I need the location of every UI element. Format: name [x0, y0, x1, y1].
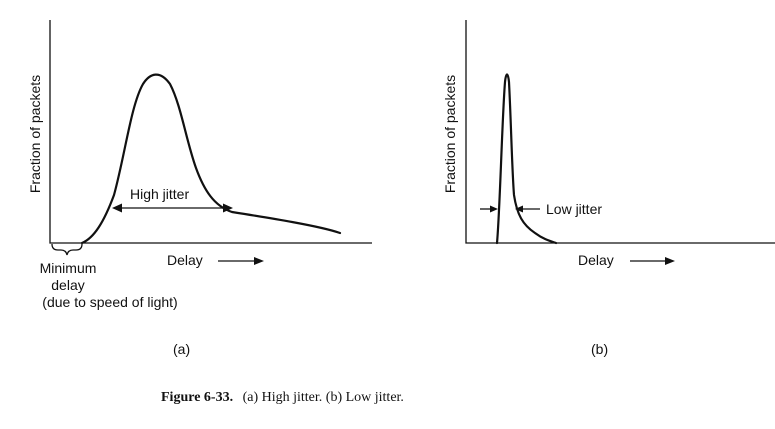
- minimum-delay-brace: [51, 243, 83, 256]
- panel-b-low-jitter-curve: [495, 73, 558, 245]
- panel-b-caption: (b): [591, 341, 608, 357]
- high-jitter-label: High jitter: [130, 186, 189, 202]
- panel-a-axes: [49, 20, 372, 244]
- minimum-delay-label-line3: (due to speed of light): [42, 294, 177, 310]
- panel-b-axes: [465, 20, 775, 244]
- minimum-delay-label-line1: Minimum: [40, 260, 97, 276]
- panel-a: Fraction of packets High jitter Minimum …: [27, 20, 372, 357]
- high-jitter-double-arrow: [112, 203, 233, 213]
- panel-a-x-axis-label: Delay: [167, 252, 203, 268]
- panel-a-y-axis-label: Fraction of packets: [27, 75, 43, 193]
- panel-a-caption: (a): [173, 341, 190, 357]
- minimum-delay-label-line2: delay: [51, 277, 84, 293]
- low-jitter-arrows: [480, 205, 540, 213]
- panel-b-y-axis-label: Fraction of packets: [442, 75, 458, 193]
- low-jitter-label: Low jitter: [546, 201, 602, 217]
- figure-caption-text: (a) High jitter. (b) Low jitter.: [243, 390, 404, 405]
- panel-b: Fraction of packets Low jitter Delay (b): [442, 20, 775, 357]
- figure-caption: Figure 6-33. (a) High jitter. (b) Low ji…: [161, 390, 404, 405]
- figure-number: Figure 6-33.: [161, 390, 233, 405]
- panel-b-delay-arrow: [630, 257, 675, 265]
- panel-a-delay-arrow: [218, 257, 264, 265]
- panel-a-high-jitter-curve: [80, 73, 342, 245]
- panel-b-x-axis-label: Delay: [578, 252, 614, 268]
